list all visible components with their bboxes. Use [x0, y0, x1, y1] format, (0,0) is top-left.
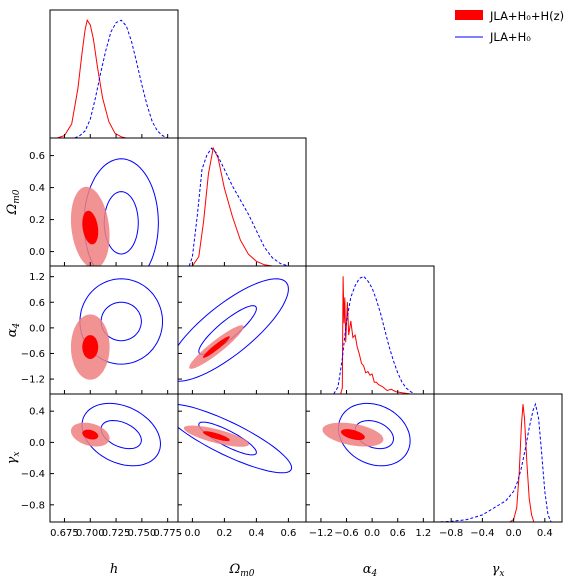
panel-plot-area [333, 275, 416, 394]
panels-layer: 0.00.20.40.6−1.2−0.60.00.61.20.6750.7000… [5, 9, 563, 579]
marginal-om-series-1 [191, 146, 273, 266]
ytick-label-om: 0.0 [29, 247, 45, 258]
panel-frame [49, 265, 179, 395]
xtick-label-h: 0.775 [153, 528, 182, 539]
xtick-label-om: 0.4 [248, 528, 264, 539]
panel-frame [433, 393, 563, 523]
panel-plot-area [178, 403, 293, 474]
ytick-label-om: 0.2 [29, 215, 45, 226]
axis-label-gx: γx [492, 562, 505, 579]
ytick-label-om: 0.6 [29, 151, 45, 162]
ytick-label-om: 0.4 [29, 183, 45, 194]
marginal-h-series-2 [74, 19, 168, 138]
xtick-label-om: 0.0 [184, 528, 200, 539]
panel-plot-area [322, 402, 411, 467]
xtick-label-h: 0.750 [128, 528, 157, 539]
axis-label-om: Ωm0 [228, 562, 254, 579]
xtick-label-a4: −0.6 [334, 528, 358, 539]
ytick-label-a4: −1.2 [21, 375, 45, 386]
panel-frame [49, 9, 179, 139]
legend-swatch-filled [455, 10, 483, 20]
panel-plot-area [71, 278, 164, 380]
marginal-om-series-2 [188, 147, 289, 266]
panel-plot-area [71, 158, 159, 266]
xtick-label-gx: −0.8 [439, 528, 463, 539]
panel-om-a4 [177, 265, 307, 395]
contour-1sigma-series-1 [82, 210, 99, 245]
marginal-a4-series-2 [333, 275, 416, 394]
panel-plot-area [178, 278, 289, 382]
panel-frame [49, 137, 179, 267]
contour-1sigma-series-1 [341, 429, 365, 440]
ytick-label-a4: 0.0 [29, 323, 45, 334]
marginal-gx-series-1 [509, 404, 535, 522]
panel-h-a4: −1.2 −0.6 0.0 0.6 1.2 [21, 265, 179, 395]
ytick-label-gx: 0.0 [29, 438, 45, 449]
xtick-label-a4: −1.2 [309, 528, 333, 539]
axis-label-a4: α4 [5, 322, 22, 337]
panel-frame [305, 393, 435, 523]
marginal-a4-series-1 [340, 276, 411, 394]
contour-2sigma-series-2 [178, 278, 289, 382]
contour-1sigma-series-2 [198, 421, 257, 456]
ytick-label-a4: 1.2 [29, 272, 45, 283]
contour-1sigma-series-1 [82, 335, 99, 359]
panel-a4-a4 [305, 265, 435, 395]
xtick-label-om: 0.2 [216, 528, 232, 539]
contour-1sigma-series-2 [103, 191, 139, 255]
xtick-label-h: 0.675 [50, 528, 79, 539]
xtick-label-a4: 1.2 [415, 528, 431, 539]
panel-plot-area [435, 402, 552, 522]
contour-1sigma-series-1 [203, 431, 230, 442]
panel-plot-area [57, 18, 168, 138]
panel-gx-gx: −0.8 −0.4 0.0 0.4 [433, 393, 563, 539]
panel-plot-area [71, 402, 162, 467]
xtick-label-a4: 0.6 [390, 528, 406, 539]
ytick-label-a4: −0.6 [21, 349, 45, 360]
legend-label-secondary: JLA+H₀ [489, 30, 531, 44]
ytick-label-gx: 0.4 [29, 407, 45, 418]
panel-frame [177, 137, 307, 267]
xtick-label-gx: −0.4 [470, 528, 494, 539]
axis-label-om: Ωm0 [5, 189, 22, 215]
xtick-label-h: 0.725 [102, 528, 131, 539]
panel-om-gx: 0.0 0.2 0.4 0.6 [177, 393, 307, 539]
contour-1sigma-series-1 [203, 336, 230, 358]
marginal-h-series-1 [57, 18, 127, 138]
panel-plot-area [188, 146, 289, 266]
contour-2sigma-series-2 [178, 403, 293, 474]
ytick-label-a4: 0.6 [29, 298, 45, 309]
legend: JLA+H₀+H(z) JLA+H₀ [455, 9, 564, 44]
xtick-label-a4: 0.0 [364, 528, 380, 539]
axis-label-gx: γx [5, 452, 22, 465]
ytick-label-gx: −0.8 [21, 500, 45, 511]
panel-h-h [49, 9, 179, 139]
axis-label-h: h [110, 562, 118, 577]
panel-h-om: 0.0 0.2 0.4 0.6 [29, 137, 179, 267]
panel-om-om [177, 137, 307, 267]
xtick-label-gx: 0.4 [537, 528, 553, 539]
panel-frame [49, 393, 179, 523]
legend-label-primary: JLA+H₀+H(z) [489, 9, 564, 23]
axis-label-a4: α4 [363, 562, 378, 579]
marginal-gx-series-2 [435, 402, 552, 522]
xtick-label-h: 0.700 [76, 528, 105, 539]
ytick-label-gx: −0.4 [21, 469, 45, 480]
panel-a4-gx: −1.2 −0.6 0.0 0.6 1.2 [305, 393, 435, 539]
xtick-label-om: 0.6 [280, 528, 296, 539]
xtick-label-gx: 0.0 [506, 528, 522, 539]
contour-1sigma-series-1 [82, 429, 99, 440]
